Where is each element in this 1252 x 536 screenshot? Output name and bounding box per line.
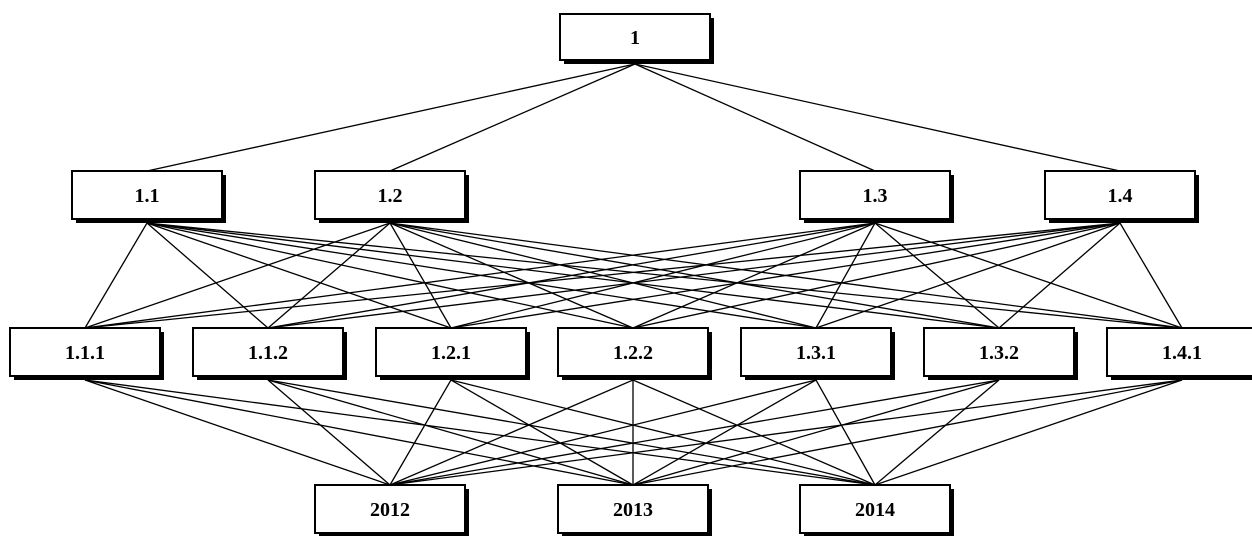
node-n1_2: 1.2: [314, 170, 469, 223]
edge-n1_3_2-n2012: [389, 379, 1000, 486]
edge-n1_3_2-n2013: [632, 379, 1000, 486]
node-label: 1.2.1: [431, 342, 471, 364]
edge-n1_3-n1_1_2: [267, 222, 876, 329]
edge-n1_1-n1_2_1: [146, 222, 452, 329]
edge-n1_3_1-n2012: [389, 379, 817, 486]
node-label: 2013: [613, 499, 653, 521]
node-box: [71, 170, 223, 220]
edge-n1_4_1-n2013: [632, 379, 1183, 486]
node-n1_4_1: 1.4.1: [1106, 327, 1252, 380]
edge-n1_2-n1_2_1: [389, 222, 452, 329]
edge-n1_3_2-n2014: [874, 379, 1000, 486]
edge-n1_2-n1_1_2: [267, 222, 391, 329]
node-label: 1: [630, 27, 640, 49]
node-n2014: 2014: [799, 484, 954, 536]
node-n1_2_2: 1.2.2: [557, 327, 712, 380]
node-n1: 1: [559, 13, 714, 64]
connector-lines: [84, 63, 1183, 486]
node-label: 1.4: [1108, 185, 1133, 207]
node-n1_3: 1.3: [799, 170, 954, 223]
node-label: 1.4.1: [1162, 342, 1202, 364]
edge-n1_1_2-n2013: [267, 379, 634, 486]
edge-n1_3-n1_3_1: [815, 222, 876, 329]
edge-n1_1_1-n2013: [84, 379, 634, 486]
node-label: 1.2: [378, 185, 403, 207]
edge-n1_2_1-n2013: [450, 379, 634, 486]
edge-n1_3-n1_2_1: [450, 222, 876, 329]
edge-n1_2_2-n2014: [632, 379, 876, 486]
node-label: 1.3: [863, 185, 888, 207]
node-label: 2012: [370, 499, 410, 521]
node-n2012: 2012: [314, 484, 469, 536]
node-label: 1.2.2: [613, 342, 653, 364]
edge-n1_4-n1_1_1: [84, 222, 1121, 329]
edge-n1_1_1-n2014: [84, 379, 876, 486]
edge-n1_1-n1_1_2: [146, 222, 269, 329]
edge-n1_2_1-n2012: [389, 379, 452, 486]
edge-n1_1_2-n2012: [267, 379, 391, 486]
node-n1_1: 1.1: [71, 170, 226, 223]
node-box: [740, 327, 892, 377]
edge-n1_1_1-n2012: [84, 379, 391, 486]
node-n1_1_2: 1.1.2: [192, 327, 347, 380]
edge-n1_1-n1_1_1: [84, 222, 148, 329]
node-box: [192, 327, 344, 377]
node-n1_3_2: 1.3.2: [923, 327, 1078, 380]
node-box: [9, 327, 161, 377]
edge-n1_4-n1_4_1: [1119, 222, 1183, 329]
edge-n1_4_1-n2012: [389, 379, 1183, 486]
edge-n1-n1_2: [389, 63, 636, 172]
edge-n1-n1_3: [634, 63, 876, 172]
edge-n1_2-n1_1_1: [84, 222, 391, 329]
node-label: 1.1.2: [248, 342, 288, 364]
node-label: 2014: [855, 499, 895, 521]
edge-n1_1-n1_2_2: [146, 222, 634, 329]
node-box: [557, 327, 709, 377]
edge-n1-n1_1: [146, 63, 636, 172]
edge-n1_4_1-n2014: [874, 379, 1183, 486]
node-n2013: 2013: [557, 484, 712, 536]
edge-n1_3-n1_4_1: [874, 222, 1183, 329]
edge-n1_1_2-n2014: [267, 379, 876, 486]
node-n1_4: 1.4: [1044, 170, 1199, 223]
node-label: 1.3.2: [979, 342, 1019, 364]
edge-n1_3-n1_2_2: [632, 222, 876, 329]
edge-n1_2_1-n2014: [450, 379, 876, 486]
node-n1_3_1: 1.3.1: [740, 327, 895, 380]
node-box: [1044, 170, 1196, 220]
edge-n1_2-n1_2_2: [389, 222, 634, 329]
node-box: [314, 484, 466, 534]
node-box: [1106, 327, 1252, 377]
edge-n1_4-n1_2_1: [450, 222, 1121, 329]
edge-n1_3-n1_3_2: [874, 222, 1000, 329]
node-label: 1.1.1: [65, 342, 105, 364]
node-label: 1.1: [135, 185, 160, 207]
node-box: [375, 327, 527, 377]
edge-n1_4-n1_2_2: [632, 222, 1121, 329]
node-box: [923, 327, 1075, 377]
edge-n1_2_2-n2012: [389, 379, 634, 486]
edge-n1_4-n1_3_2: [998, 222, 1121, 329]
edge-n1_4-n1_1_2: [267, 222, 1121, 329]
edge-n1_4-n1_3_1: [815, 222, 1121, 329]
node-box: [557, 484, 709, 534]
node-label: 1.3.1: [796, 342, 836, 364]
edge-n1_3_1-n2013: [632, 379, 817, 486]
node-box: [799, 484, 951, 534]
node-n1_1_1: 1.1.1: [9, 327, 164, 380]
node-n1_2_1: 1.2.1: [375, 327, 530, 380]
edge-n1_3-n1_1_1: [84, 222, 876, 329]
node-box: [559, 13, 711, 61]
edge-n1_3_1-n2014: [815, 379, 876, 486]
node-box: [799, 170, 951, 220]
edge-n1-n1_4: [634, 63, 1121, 172]
hierarchy-nodes: 1 1.1 1.2 1.3 1.4 1.1.1 1.1.2 1.2.1 1.2.2 1.3.1 1.…: [9, 13, 1252, 536]
node-box: [314, 170, 466, 220]
